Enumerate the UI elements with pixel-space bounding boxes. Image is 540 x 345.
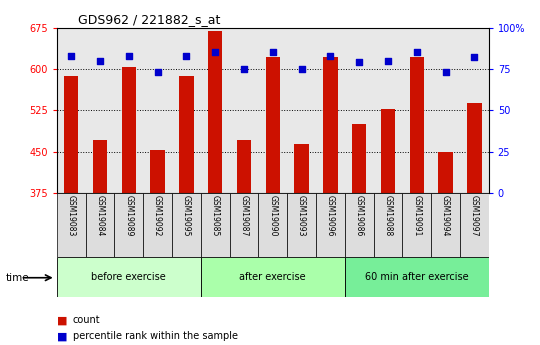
Bar — [230, 193, 258, 257]
Text: GSM19086: GSM19086 — [355, 195, 363, 236]
Bar — [374, 193, 402, 257]
Bar — [93, 140, 107, 193]
Point — [67, 53, 76, 59]
Bar — [201, 193, 230, 257]
Text: GSM19085: GSM19085 — [211, 195, 220, 236]
Point — [240, 66, 248, 72]
Bar — [150, 150, 165, 193]
Point — [413, 50, 421, 55]
Bar — [294, 144, 309, 193]
Bar — [266, 57, 280, 193]
Bar — [345, 257, 489, 297]
Text: GSM19089: GSM19089 — [124, 195, 133, 236]
Point — [268, 50, 277, 55]
Text: 60 min after exercise: 60 min after exercise — [365, 272, 469, 282]
Point — [441, 70, 450, 75]
Text: GSM19094: GSM19094 — [441, 195, 450, 237]
Text: GSM19090: GSM19090 — [268, 195, 277, 237]
Bar — [57, 193, 85, 257]
Bar — [316, 193, 345, 257]
Bar — [287, 193, 316, 257]
Point — [96, 58, 104, 63]
Bar — [57, 257, 201, 297]
Bar — [172, 193, 201, 257]
Bar — [179, 76, 193, 193]
Point — [383, 58, 392, 63]
Bar — [460, 193, 489, 257]
Bar — [323, 57, 338, 193]
Text: ■: ■ — [57, 315, 67, 325]
Bar — [258, 193, 287, 257]
Text: GSM19087: GSM19087 — [239, 195, 248, 236]
Bar — [438, 152, 453, 193]
Text: time: time — [5, 273, 29, 283]
Bar — [381, 109, 395, 193]
Point — [182, 53, 191, 59]
Text: GSM19088: GSM19088 — [383, 195, 393, 236]
Text: count: count — [73, 315, 100, 325]
Text: GSM19093: GSM19093 — [297, 195, 306, 237]
Bar — [409, 57, 424, 193]
Text: GSM19095: GSM19095 — [182, 195, 191, 237]
Text: GDS962 / 221882_s_at: GDS962 / 221882_s_at — [78, 13, 221, 27]
Bar — [208, 31, 222, 193]
Text: after exercise: after exercise — [239, 272, 306, 282]
Point — [355, 60, 363, 65]
Bar — [345, 193, 374, 257]
Text: GSM19091: GSM19091 — [412, 195, 421, 236]
Text: GSM19097: GSM19097 — [470, 195, 479, 237]
Bar — [467, 103, 482, 193]
Text: GSM19096: GSM19096 — [326, 195, 335, 237]
Bar — [114, 193, 143, 257]
Bar — [352, 124, 366, 193]
Text: GSM19083: GSM19083 — [66, 195, 76, 236]
Text: percentile rank within the sample: percentile rank within the sample — [73, 332, 238, 341]
Bar — [237, 140, 251, 193]
Point — [470, 55, 478, 60]
Point — [326, 53, 335, 59]
Point — [297, 66, 306, 72]
Text: GSM19084: GSM19084 — [96, 195, 104, 236]
Text: before exercise: before exercise — [91, 272, 166, 282]
Bar — [85, 193, 114, 257]
Point — [124, 53, 133, 59]
Point — [211, 50, 219, 55]
Point — [153, 70, 162, 75]
Text: GSM19092: GSM19092 — [153, 195, 162, 236]
Bar — [201, 257, 345, 297]
Bar — [402, 193, 431, 257]
Bar — [122, 67, 136, 193]
Bar — [143, 193, 172, 257]
Text: ■: ■ — [57, 332, 67, 341]
Bar — [64, 76, 78, 193]
Bar — [431, 193, 460, 257]
